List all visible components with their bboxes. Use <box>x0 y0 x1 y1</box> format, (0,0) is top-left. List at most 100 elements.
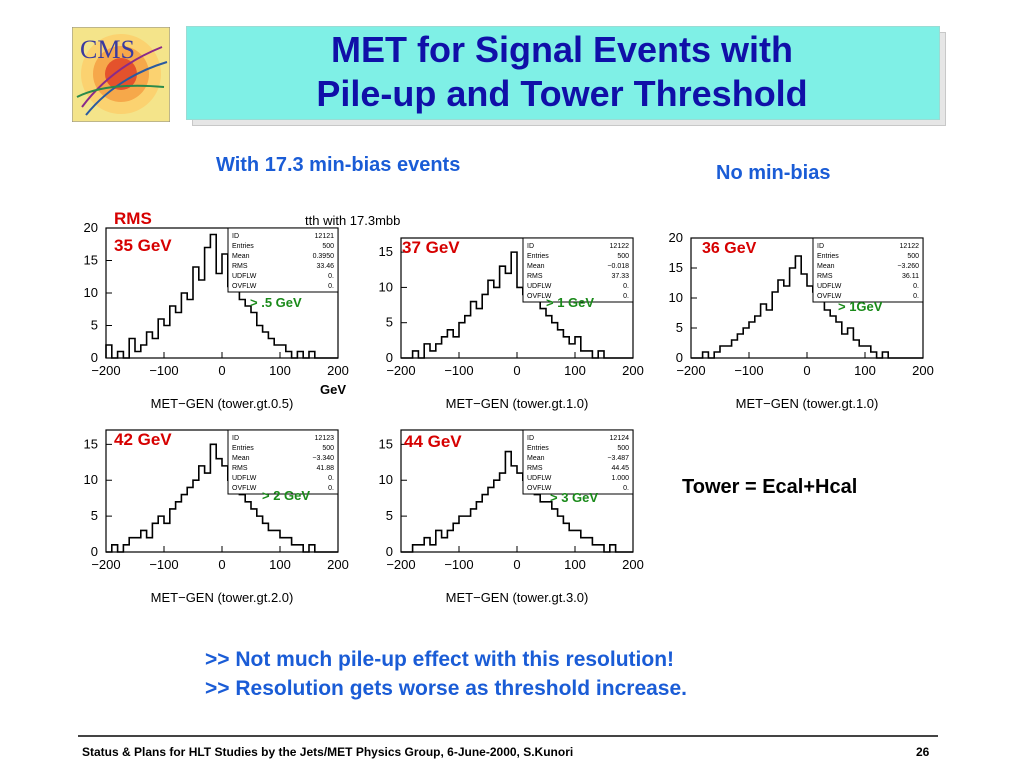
x-tick-label: 200 <box>622 557 644 572</box>
x-tick-label: −100 <box>734 363 763 378</box>
threshold-label-1: > 1 GeV <box>546 295 595 310</box>
x-tick-label: 100 <box>269 363 291 378</box>
x-tick-label: 100 <box>854 363 876 378</box>
stats-value: −3.260 <box>897 263 919 270</box>
threshold-label-4: > 3 GeV <box>550 490 599 505</box>
x-tick-label: 0 <box>803 363 810 378</box>
x-tick-label: −100 <box>444 363 473 378</box>
y-tick-label: 15 <box>379 244 393 259</box>
y-tick-label: 10 <box>84 472 98 487</box>
histogram-tower-2.0: −200 −100 0 100 200 0 5 10 15 MET−GEN (tower.gt.2… <box>84 429 349 605</box>
stats-value: 12121 <box>315 233 335 240</box>
stats-key: Mean <box>232 455 250 462</box>
x-tick-label: 0 <box>218 557 225 572</box>
stats-box <box>522 237 634 303</box>
stats-value: 0. <box>623 283 629 290</box>
y-tick-label: 10 <box>379 279 393 294</box>
x-tick-label: 0 <box>513 363 520 378</box>
stats-value: 500 <box>322 243 334 250</box>
x-tick-label: 0 <box>513 557 520 572</box>
stats-key: OVFLW <box>527 293 552 300</box>
stats-key: ID <box>527 435 534 442</box>
stats-key: Entries <box>527 253 549 260</box>
histogram-bins <box>401 450 633 553</box>
stats-value: 0. <box>623 293 629 300</box>
y-tick-label: 5 <box>91 318 98 333</box>
stats-box <box>227 429 339 495</box>
stats-key: RMS <box>232 465 248 472</box>
stats-box <box>812 237 924 303</box>
stats-value: 0. <box>328 475 334 482</box>
y-tick-label: 15 <box>84 253 98 268</box>
stats-key: Entries <box>527 445 549 452</box>
stats-value: −3.340 <box>312 455 334 462</box>
histogram-bins <box>106 443 338 553</box>
slide-title: MET for Signal Events with Pile-up and T… <box>316 29 808 114</box>
rms-value-2: 36 GeV <box>702 240 757 257</box>
tower-definition: Tower = Ecal+Hcal <box>682 476 858 498</box>
stats-value: 500 <box>322 445 334 452</box>
histogram-header: tth with 17.3mbb <box>305 213 401 228</box>
rms-value-1: 37 GeV <box>402 238 460 257</box>
x-tick-label: −200 <box>386 557 415 572</box>
stats-key: UDFLW <box>232 273 257 280</box>
y-tick-label: 5 <box>676 320 683 335</box>
stats-value: 1.000 <box>611 475 629 482</box>
y-tick-label: 20 <box>84 222 98 235</box>
logo-text: CMS <box>80 35 135 64</box>
x-tick-label: 100 <box>564 363 586 378</box>
stats-box <box>522 429 634 495</box>
y-tick-label: 5 <box>386 508 393 523</box>
stats-value: 36.11 <box>902 273 919 280</box>
section-label-pileup: With 17.3 min-bias events <box>216 154 461 176</box>
y-tick-label: 0 <box>676 350 683 365</box>
stats-value: 0. <box>328 485 334 492</box>
x-tick-label: −200 <box>676 363 705 378</box>
y-tick-label: 10 <box>379 472 393 487</box>
x-tick-label: 200 <box>622 363 644 378</box>
stats-key: OVFLW <box>817 293 842 300</box>
stats-value: 500 <box>617 253 629 260</box>
stats-key: Mean <box>527 455 545 462</box>
x-axis-label: MET−GEN (tower.gt.0.5) <box>151 396 294 411</box>
stats-key: Entries <box>232 445 254 452</box>
stats-key: RMS <box>527 465 543 472</box>
rms-value-4: 44 GeV <box>404 432 462 451</box>
title-box <box>186 26 940 120</box>
cms-logo: CMS <box>71 26 171 123</box>
histogram-tower-3.0: −200 −100 0 100 200 0 5 10 15 MET−GEN (tower.gt.3… <box>379 429 644 605</box>
stats-value: 33.46 <box>316 263 334 270</box>
y-tick-label: 0 <box>386 544 393 559</box>
y-tick-label: 5 <box>386 315 393 330</box>
threshold-label-3: > 2 GeV <box>262 488 311 503</box>
stats-value: 0. <box>913 283 919 290</box>
rms-value-0: 35 GeV <box>114 236 172 255</box>
x-tick-label: −100 <box>149 363 178 378</box>
stats-key: ID <box>232 435 239 442</box>
x-axis-label: MET−GEN (tower.gt.1.0) <box>736 396 879 411</box>
x-tick-label: −200 <box>91 363 120 378</box>
x-axis-label: MET−GEN (tower.gt.1.0) <box>446 396 589 411</box>
stats-key: Mean <box>527 263 545 270</box>
stats-key: UDFLW <box>232 475 257 482</box>
x-tick-label: 100 <box>564 557 586 572</box>
x-axis-label: MET−GEN (tower.gt.2.0) <box>151 590 294 605</box>
histogram-bins <box>691 255 923 359</box>
x-tick-label: 100 <box>269 557 291 572</box>
stats-value: 12123 <box>315 435 335 442</box>
gev-unit-label: GeV <box>320 382 347 397</box>
stats-value: 37.33 <box>611 273 629 280</box>
rms-value-3: 42 GeV <box>114 430 172 449</box>
x-tick-label: −200 <box>386 363 415 378</box>
page-number: 26 <box>916 745 930 759</box>
stats-key: UDFLW <box>817 283 842 290</box>
x-tick-label: −100 <box>149 557 178 572</box>
footer-text: Status & Plans for HLT Studies by the Je… <box>82 745 574 759</box>
section-label-no-minbias: No min-bias <box>716 162 831 184</box>
y-tick-label: 0 <box>91 544 98 559</box>
stats-value: 12122 <box>610 243 630 250</box>
x-tick-label: 200 <box>327 557 349 572</box>
y-tick-label: 0 <box>91 350 98 365</box>
x-axis-label: MET−GEN (tower.gt.3.0) <box>446 590 589 605</box>
stats-key: Mean <box>817 263 835 270</box>
